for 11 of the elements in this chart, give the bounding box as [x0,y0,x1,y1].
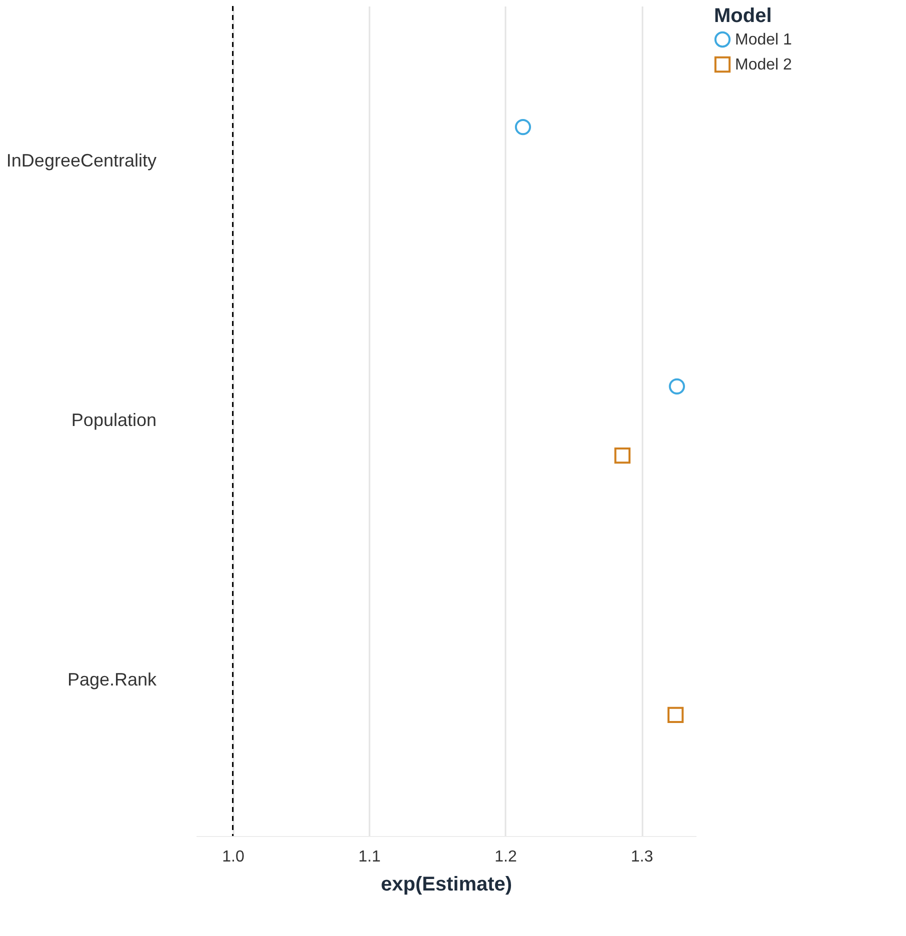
legend-label: Model 2 [735,56,792,74]
x-axis-title: exp(Estimate) [380,874,512,896]
x-tick-label: 1.0 [222,848,245,866]
x-tick-label: 1.3 [630,848,654,866]
x-tick-label: 1.1 [358,848,381,866]
y-tick-label: InDegreeCentrality [6,150,156,171]
legend-label: Model 1 [735,32,792,48]
y-tick-label: Population [71,410,156,430]
y-tick-label: Page.Rank [67,669,158,690]
x-tick-label: 1.2 [494,848,517,866]
legend-title: Model [714,5,772,27]
